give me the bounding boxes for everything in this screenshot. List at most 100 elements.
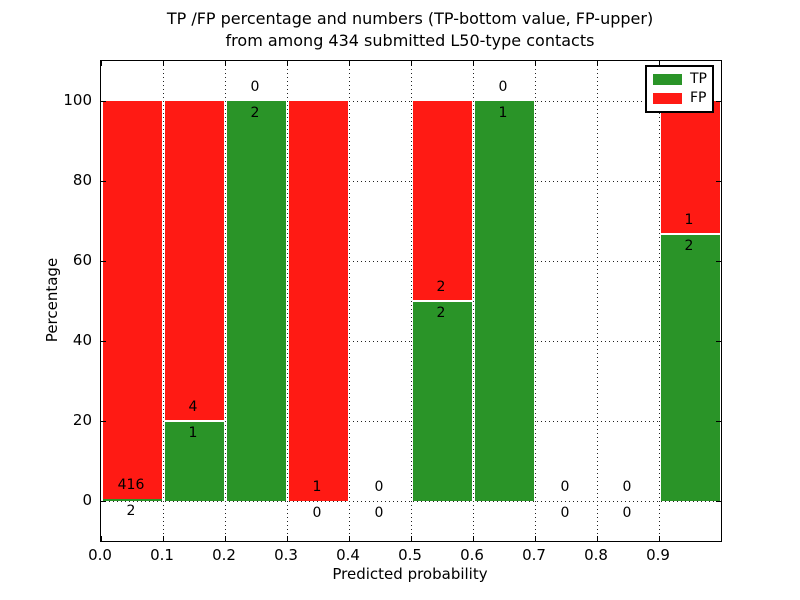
tp-color-swatch <box>653 74 682 85</box>
chart-title-line2: from among 434 submitted L50-type contac… <box>225 31 595 50</box>
tp-count-label: 0 <box>622 505 632 521</box>
fp-count-label: 2 <box>436 279 446 295</box>
bar-segment-tp <box>226 101 286 501</box>
bar-segment-tp <box>474 101 534 501</box>
fp-count-label: 0 <box>250 79 260 95</box>
y-axis-tick <box>101 261 106 262</box>
legend-label-tp: TP <box>690 71 707 87</box>
chart-title-line1: TP /FP percentage and numbers (TP-bottom… <box>166 9 654 28</box>
x-tick-label: 0.5 <box>398 546 422 564</box>
x-axis-tick-top <box>287 61 288 66</box>
y-axis-tick <box>101 501 106 502</box>
bar-segment-separator <box>164 420 224 422</box>
y-axis-tick-right <box>716 181 721 182</box>
bar-segment-fp <box>660 101 720 235</box>
y-axis-tick <box>101 101 106 102</box>
tp-count-label: 0 <box>312 505 322 521</box>
fp-color-swatch <box>653 93 682 104</box>
y-axis-tick <box>101 341 106 342</box>
legend-entry-tp: TP <box>653 71 707 87</box>
y-axis-tick-right <box>716 261 721 262</box>
bar-segment-separator <box>412 300 472 302</box>
fp-count-label: 416 <box>117 477 145 494</box>
tp-count-label: 2 <box>126 503 136 520</box>
tp-count-label: 1 <box>498 105 508 121</box>
y-axis-tick-right <box>716 421 721 422</box>
gridline-vertical <box>534 61 536 541</box>
fp-count-label: 1 <box>684 212 694 229</box>
x-axis-tick <box>535 536 536 541</box>
x-axis-tick <box>473 536 474 541</box>
bar-segment-fp <box>164 101 224 421</box>
y-tick-label: 100 <box>63 91 92 109</box>
gridline-vertical <box>472 61 474 541</box>
x-axis-tick-top <box>101 61 102 66</box>
fp-count-label: 0 <box>374 479 384 495</box>
legend-label-fp: FP <box>690 90 707 106</box>
y-tick-label: 20 <box>72 411 92 429</box>
y-axis-tick <box>101 181 106 182</box>
gridline-vertical <box>224 61 226 541</box>
bar-segment-fp <box>102 101 162 500</box>
gridline-vertical <box>162 61 164 541</box>
x-axis-tick <box>597 536 598 541</box>
fp-count-label: 4 <box>188 399 198 415</box>
bar-segment-tp <box>660 234 720 501</box>
y-axis-tick <box>101 421 106 422</box>
gridline-vertical <box>348 61 350 541</box>
x-axis-label: Predicted probability <box>332 565 488 583</box>
y-axis-tick-right <box>716 501 721 502</box>
x-axis-tick-top <box>597 61 598 66</box>
x-axis-tick-top <box>535 61 536 66</box>
x-tick-label: 0.2 <box>212 546 236 564</box>
bar-segment-tp <box>102 499 162 501</box>
x-axis-tick <box>411 536 412 541</box>
fp-count-label: 0 <box>622 479 632 495</box>
legend-entry-fp: FP <box>653 90 707 106</box>
x-axis-tick-top <box>659 61 660 66</box>
fp-count-label: 0 <box>560 479 570 495</box>
x-axis-tick <box>225 536 226 541</box>
fp-count-label: 1 <box>312 479 322 495</box>
tp-count-label: 1 <box>188 425 198 441</box>
chart-title: TP /FP percentage and numbers (TP-bottom… <box>60 8 760 52</box>
x-tick-label: 0.1 <box>150 546 174 564</box>
tp-count-label: 0 <box>374 505 384 521</box>
x-tick-label: 0.0 <box>88 546 112 564</box>
x-tick-label: 0.6 <box>460 546 484 564</box>
y-axis-label: Percentage <box>43 257 61 343</box>
y-tick-label: 60 <box>72 251 92 269</box>
gridline-vertical <box>410 61 412 541</box>
plot-area <box>100 60 722 542</box>
y-tick-label: 0 <box>82 491 92 509</box>
bar-segment-fp <box>288 101 348 501</box>
x-axis-tick-top <box>411 61 412 66</box>
bar-segment-tp <box>412 301 472 501</box>
bar-segment-separator <box>660 233 720 236</box>
tp-count-label: 2 <box>250 105 260 121</box>
gridline-vertical <box>596 61 598 541</box>
x-axis-tick <box>101 536 102 541</box>
y-tick-label: 40 <box>72 331 92 349</box>
x-tick-label: 0.3 <box>274 546 298 564</box>
tp-count-label: 2 <box>436 305 446 321</box>
fp-count-label: 0 <box>498 79 508 95</box>
x-axis-tick <box>163 536 164 541</box>
x-axis-tick-top <box>473 61 474 66</box>
bar-segment-fp <box>412 101 472 301</box>
x-tick-label: 0.8 <box>584 546 608 564</box>
x-axis-tick-top <box>225 61 226 66</box>
y-axis-tick-right <box>716 101 721 102</box>
tp-count-label: 0 <box>560 505 570 521</box>
x-axis-tick-top <box>349 61 350 66</box>
x-axis-tick-top <box>163 61 164 66</box>
bar-segment-tp <box>164 421 224 501</box>
x-axis-tick <box>659 536 660 541</box>
x-tick-label: 0.7 <box>522 546 546 564</box>
y-tick-label: 80 <box>72 171 92 189</box>
legend: TP FP <box>645 65 714 113</box>
y-axis-tick-right <box>716 341 721 342</box>
x-axis-tick <box>349 536 350 541</box>
gridline-vertical <box>658 61 660 541</box>
